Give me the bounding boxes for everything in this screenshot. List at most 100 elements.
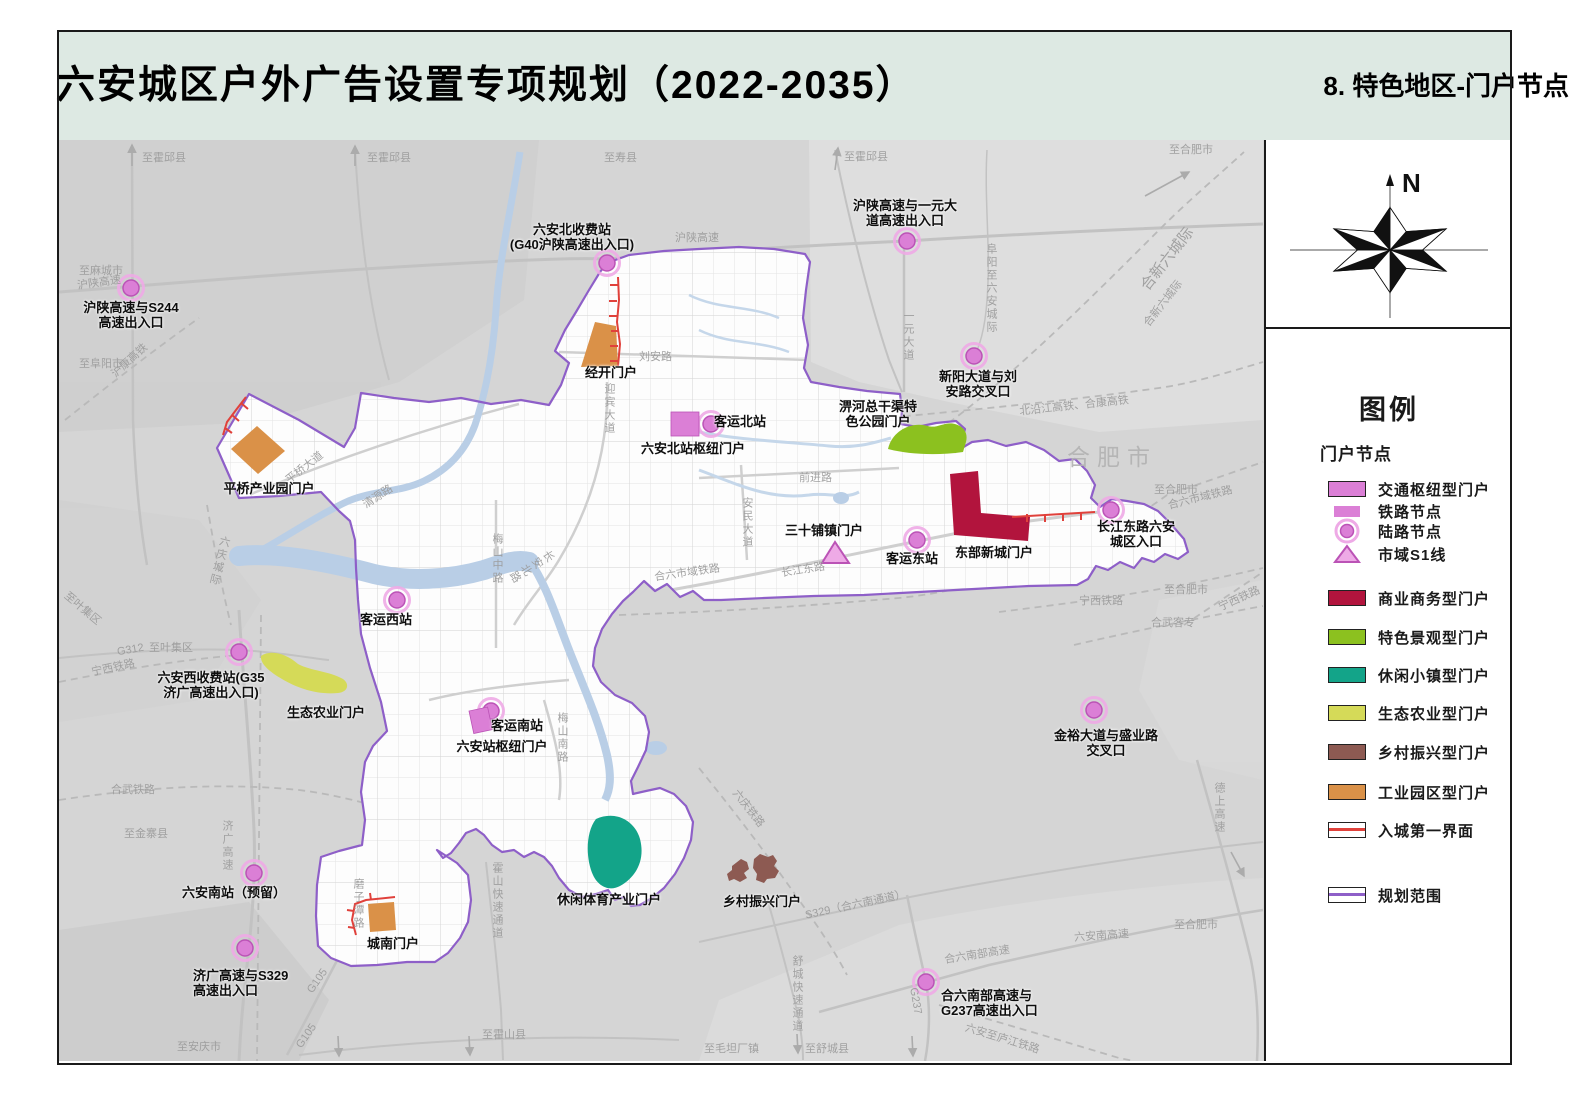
sanshipu-s1-node-marker — [820, 540, 851, 564]
map-label: 六安北收费站 (G40沪陕高速出入口) — [509, 222, 635, 252]
rect-large-swatch-icon — [1328, 705, 1366, 721]
map-label: 合六南部高速与 G237高速出入口 — [941, 988, 1038, 1018]
context-label: 梅山中路 — [491, 533, 503, 585]
context-railways — [59, 151, 1264, 1061]
legend-item-type-5: 工业园区型门户 — [1328, 782, 1490, 802]
luan-west-toll-marker — [225, 638, 253, 666]
direction-arrow — [832, 146, 842, 171]
context-label: 迎宾大道 — [603, 383, 615, 435]
context-label: 至叶集区 — [149, 642, 193, 654]
gateway-area-jingkai — [581, 322, 618, 367]
legend-item-label: 市域S1线 — [1378, 546, 1447, 564]
rect-large-swatch-icon — [1328, 590, 1366, 606]
context-label: 合武铁路 — [111, 784, 155, 796]
legend-item-planning-scope: 规划范围 — [1328, 885, 1442, 905]
context-label: 至舒城县 — [805, 1043, 849, 1055]
legend-panel: N 图例 门户节点 交通枢纽型门户 铁路节点 陆路节点 市域S1线 商业商务型门户 特色景… — [1264, 140, 1512, 1061]
context-label: 梅山南路 — [556, 712, 568, 764]
terrain-patches — [59, 140, 1263, 1061]
gateway-area-chengnan — [368, 902, 396, 932]
map-label: 客运南站 — [490, 718, 544, 733]
legend-item-label: 铁路节点 — [1378, 503, 1443, 521]
context-label: 至合肥市 — [1154, 484, 1198, 496]
direction-arrow — [1144, 171, 1191, 197]
lakes — [645, 492, 849, 755]
context-label: 刘安路 — [639, 351, 672, 363]
context-label: 合肥市 — [1067, 444, 1157, 470]
compass-rose: N — [1290, 168, 1488, 318]
rect-small-swatch-icon — [1328, 505, 1366, 517]
gateway-area-pihe-park — [888, 423, 967, 455]
planning-map: 至霍邱县 至霍邱县 至寿县 至霍邱县 至合肥市 至麻城市 沪陕高速 至阜阳市 沪康高铁 沪陕高速阜… — [59, 140, 1264, 1061]
context-label: 至寿县 — [604, 152, 637, 164]
first-interface-lines — [222, 276, 1096, 936]
luan-north-toll-marker — [593, 249, 621, 277]
legend-title: 图例 — [1359, 395, 1419, 425]
map-label: 休闲体育产业门户 — [556, 892, 662, 907]
context-label: 济广高速 — [221, 820, 233, 872]
legend-item-type-2: 休闲小镇型门户 — [1328, 665, 1490, 685]
legend-item-label: 陆路节点 — [1378, 523, 1443, 541]
xinyang-liuan-crossing-marker — [960, 342, 988, 370]
direction-arrow — [792, 1033, 803, 1055]
context-label: 一元大道 — [902, 310, 914, 362]
context-label: 霍山快速通道 — [491, 862, 503, 940]
context-label: 至安庆市 — [177, 1041, 221, 1053]
compass-box: N — [1266, 140, 1512, 329]
south-rail-node-marker — [468, 706, 493, 734]
context-label: 至霍邱县 — [844, 151, 888, 163]
gateway-labels: 沪陕高速与S244 高速出入口 六安北收费站 (G40沪陕高速出入口) 沪陕高速与一元大… — [59, 140, 1264, 1061]
map-label: 六安站枢纽门户 — [456, 739, 548, 754]
jinyu-shengye-crossing-marker — [1080, 696, 1108, 724]
map-label: 客运西站 — [359, 612, 413, 627]
context-label: 至合肥市 — [1174, 919, 1218, 931]
legend-item-label: 特色景观型门户 — [1378, 629, 1491, 647]
map-label: 平桥产业园门户 — [223, 481, 315, 496]
gateway-area-leisure-sports — [587, 815, 642, 889]
east-passenger-station-marker — [903, 526, 931, 554]
context-label: 至合肥市 — [1169, 144, 1213, 156]
context-label: 至阜阳市 — [79, 358, 123, 370]
context-label: 至毛坦厂镇 — [704, 1043, 759, 1055]
map-label: 淠河总干渠特 色公园门户 — [838, 399, 918, 429]
legend-section-title: 门户节点 — [1320, 445, 1392, 464]
heliu-south-g237-exit-marker — [912, 968, 940, 996]
page-subtitle: 8. 特色地区-门户节点 — [1323, 71, 1569, 101]
legend-item-node-2: 陆路节点 — [1328, 518, 1443, 544]
legend-item-label: 乡村振兴型门户 — [1378, 744, 1491, 762]
legend-item-label: 生态农业型门户 — [1378, 705, 1491, 723]
direction-arrow — [333, 1035, 344, 1058]
context-label: 至金寨县 — [124, 828, 168, 840]
direction-arrow — [1230, 851, 1245, 878]
map-label: 六安北站枢纽门户 — [640, 441, 746, 456]
context-label: 磨子潭路 — [352, 878, 364, 930]
rect-large-swatch-icon — [1328, 667, 1366, 683]
rect-large-swatch-icon — [1328, 744, 1366, 760]
legend-item-node-3: 市域S1线 — [1328, 544, 1446, 564]
planning-boundary — [215, 245, 1190, 968]
context-label: 德上高速 — [1213, 782, 1225, 834]
changjiang-east-entry-marker — [1097, 496, 1125, 524]
gateway-area-pingqiao — [231, 426, 285, 474]
map-label: 六安南站（预留） — [181, 885, 287, 900]
legend-item-label: 工业园区型门户 — [1378, 784, 1491, 802]
context-label: 沪陕高速 — [675, 232, 719, 244]
map-label: 济广高速与S329 高速出入口 — [193, 968, 289, 998]
gateway-area-rural-revitalization-1 — [727, 859, 749, 882]
gateway-area-rural-revitalization-2 — [753, 854, 779, 883]
north-label: N — [1402, 168, 1421, 198]
legend-item-label: 入城第一界面 — [1378, 822, 1475, 840]
gateway-area-dongbu-newtown — [950, 471, 1030, 541]
legend-item-type-4: 乡村振兴型门户 — [1328, 742, 1490, 762]
context-labels: 至霍邱县 至霍邱县 至寿县 至霍邱县 至合肥市 至麻城市 沪陕高速 至阜阳市 沪康高铁 沪陕高速阜… — [59, 140, 1264, 1061]
map-label: 客运东站 — [885, 551, 939, 566]
rect-large-swatch-icon — [1328, 784, 1366, 800]
context-label: 宁西铁路 — [1079, 595, 1123, 607]
north-rail-node-marker — [670, 411, 700, 437]
context-label: 合武客专 — [1151, 617, 1195, 629]
context-label: 至霍邱县 — [367, 152, 411, 164]
jiguang-s329-exit-marker — [231, 934, 259, 962]
line-swatch-icon — [1328, 822, 1366, 838]
legend-item-label: 商业商务型门户 — [1378, 590, 1491, 608]
header-band — [59, 32, 1510, 140]
